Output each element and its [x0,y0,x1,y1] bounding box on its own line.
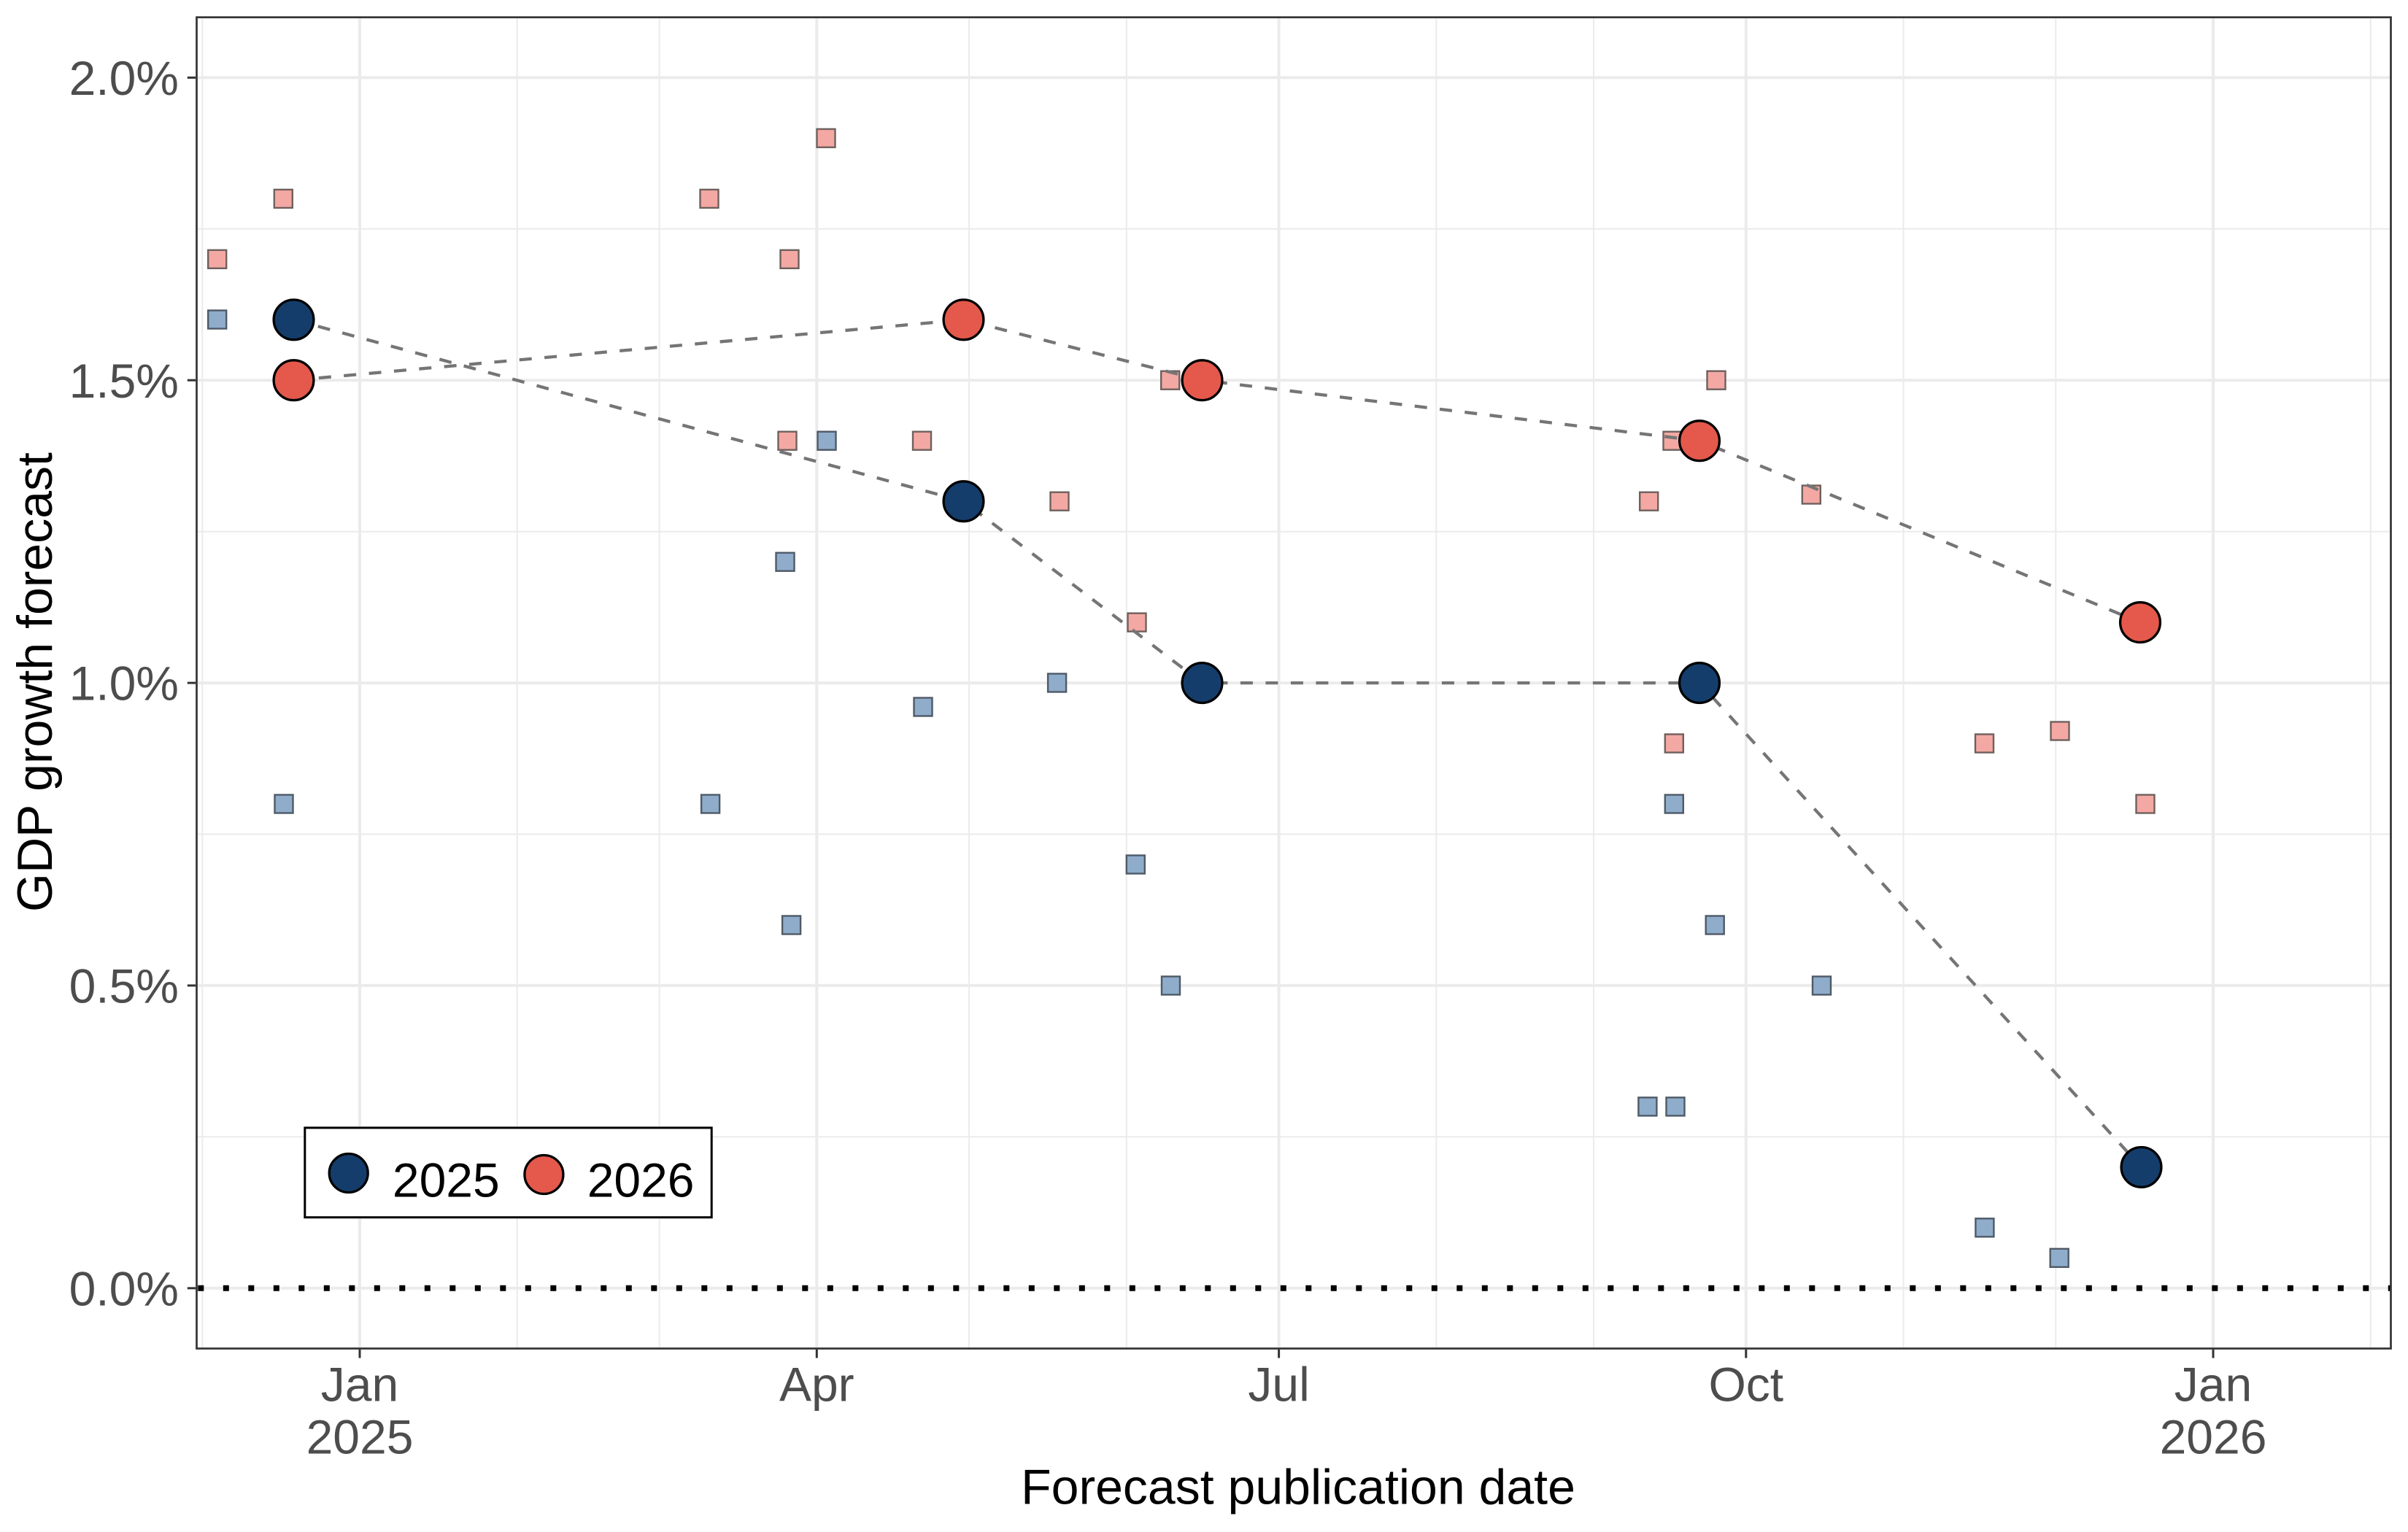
svg-text:0.0%: 0.0% [69,1261,179,1315]
svg-text:2026: 2026 [2160,1410,2267,1464]
svg-text:GDP growth forecast: GDP growth forecast [7,452,63,912]
svg-text:Oct: Oct [1708,1358,1783,1412]
svg-text:2.0%: 2.0% [69,51,179,105]
svg-text:Jul: Jul [1248,1358,1309,1412]
svg-text:Jan: Jan [2174,1358,2252,1412]
svg-text:2026: 2026 [587,1153,695,1207]
svg-text:2025: 2025 [393,1153,500,1207]
svg-text:Forecast publication date: Forecast publication date [1021,1459,1575,1514]
svg-text:1.5%: 1.5% [69,354,179,408]
svg-text:Apr: Apr [779,1358,854,1412]
svg-text:1.0%: 1.0% [69,657,179,711]
svg-text:2025: 2025 [306,1410,414,1464]
svg-text:Jan: Jan [321,1358,398,1412]
svg-text:0.5%: 0.5% [69,959,179,1013]
